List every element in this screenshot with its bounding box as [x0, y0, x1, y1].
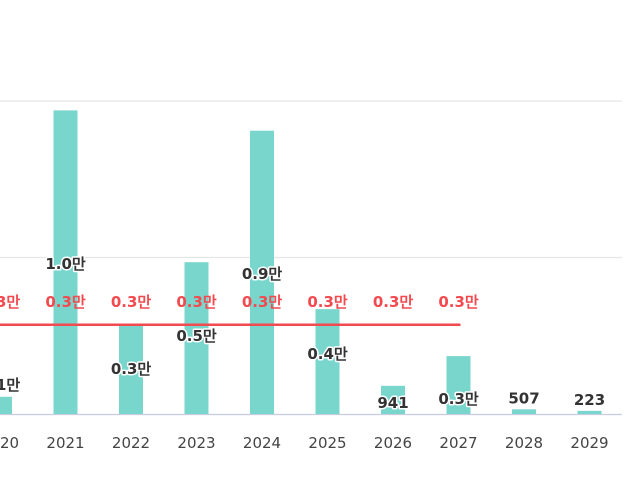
line-label-2022: 0.3만 — [111, 293, 152, 311]
bar-label-2022: 0.3만 — [111, 360, 152, 378]
line-label-2027: 0.3만 — [438, 293, 479, 311]
bar-2023 — [184, 262, 209, 414]
line-label-2021: 0.3만 — [45, 293, 86, 311]
bar-2024 — [250, 130, 274, 415]
bar-2020 — [0, 396, 12, 414]
x-tick-label-2021: 2021 — [46, 434, 84, 452]
bar-2021 — [53, 110, 78, 414]
x-tick-label-2027: 2027 — [439, 434, 477, 452]
bar-label-2028: 507 — [508, 389, 539, 407]
x-tick-label-2028: 2028 — [505, 434, 543, 452]
bar-2022 — [119, 324, 143, 414]
x-tick-label-2023: 2023 — [177, 434, 215, 452]
x-tick-label-2026: 2026 — [374, 434, 412, 452]
bar-label-2024: 0.9만 — [242, 265, 283, 283]
bar-label-2023: 0.5만 — [176, 327, 217, 345]
bar-2025 — [315, 309, 340, 414]
x-tick-label-2025: 2025 — [308, 434, 346, 452]
x-tick-label-2022: 2022 — [112, 434, 150, 452]
line-label-2024: 0.3만 — [242, 293, 283, 311]
bar-2027 — [446, 356, 471, 414]
bar-label-2029: 223 — [574, 391, 605, 409]
bar-label-2027: 0.3만 — [438, 390, 479, 408]
bar-label-2026: 941 — [377, 394, 408, 412]
bar-2028 — [512, 409, 536, 414]
x-tick-label-2029: 2029 — [570, 434, 608, 452]
bar-label-2025: 0.4만 — [307, 345, 348, 363]
bar-2026 — [381, 385, 405, 414]
bar-label-2021: 1.0만 — [45, 255, 86, 273]
x-tick-label-2024: 2024 — [243, 434, 281, 452]
bar-2029 — [577, 410, 602, 414]
line-label-2023: 0.3만 — [176, 293, 217, 311]
bar-label-2020: 0.1만 — [0, 376, 20, 394]
line-label-2025: 0.3만 — [307, 293, 348, 311]
line-label-2026: 0.3만 — [373, 293, 414, 311]
line-label-2020: 0.3만 — [0, 293, 20, 311]
